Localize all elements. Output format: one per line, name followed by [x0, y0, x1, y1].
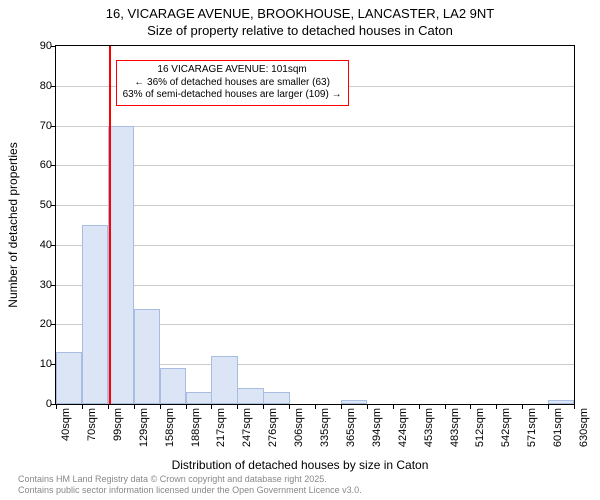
y-tick-label: 60: [22, 159, 52, 171]
x-tick-mark: [445, 405, 446, 409]
histogram-bar: [82, 225, 108, 404]
x-tick-mark: [470, 405, 471, 409]
x-tick-mark: [393, 405, 394, 409]
annotation-line-3: 63% of semi-detached houses are larger (…: [123, 89, 342, 102]
x-tick-label: 630sqm: [578, 408, 590, 447]
x-tick-label: 99sqm: [112, 408, 124, 441]
x-tick-label: 424sqm: [397, 408, 409, 447]
x-tick-mark: [237, 405, 238, 409]
x-tick-mark: [56, 405, 57, 409]
x-axis-label: Distribution of detached houses by size …: [0, 458, 600, 472]
chart-titles: 16, VICARAGE AVENUE, BROOKHOUSE, LANCAST…: [0, 0, 600, 40]
x-tick-label: 70sqm: [86, 408, 98, 441]
y-tick-label: 0: [22, 398, 52, 410]
histogram-bar: [263, 392, 289, 404]
y-tick-label: 70: [22, 120, 52, 132]
histogram-bar: [341, 400, 367, 404]
x-tick-label: 483sqm: [449, 408, 461, 447]
histogram-bar: [56, 352, 82, 404]
histogram-bar: [237, 388, 263, 404]
histogram-bar: [134, 309, 160, 404]
x-tick-mark: [522, 405, 523, 409]
x-tick-mark: [315, 405, 316, 409]
x-tick-mark: [341, 405, 342, 409]
y-tick-label: 90: [22, 40, 52, 52]
x-tick-label: 394sqm: [371, 408, 383, 447]
reference-line: [109, 46, 111, 404]
x-tick-mark: [289, 405, 290, 409]
x-tick-mark: [160, 405, 161, 409]
y-tick-label: 20: [22, 318, 52, 330]
y-tick-label: 10: [22, 358, 52, 370]
histogram-bar: [211, 356, 237, 404]
y-tick-label: 50: [22, 199, 52, 211]
x-tick-mark: [574, 405, 575, 409]
histogram-bar: [108, 126, 134, 404]
histogram-bar: [186, 392, 212, 404]
x-tick-label: 40sqm: [60, 408, 72, 441]
x-tick-mark: [186, 405, 187, 409]
y-tick-label: 30: [22, 279, 52, 291]
plot-area: 16 VICARAGE AVENUE: 101sqm ← 36% of deta…: [55, 45, 575, 405]
histogram-bar: [160, 368, 186, 404]
x-tick-label: 512sqm: [474, 408, 486, 447]
x-tick-mark: [82, 405, 83, 409]
x-tick-mark: [419, 405, 420, 409]
x-tick-label: 365sqm: [345, 408, 357, 447]
x-tick-mark: [496, 405, 497, 409]
x-tick-label: 571sqm: [526, 408, 538, 447]
x-tick-label: 601sqm: [552, 408, 564, 447]
footer-line-2: Contains public sector information licen…: [18, 485, 362, 496]
footer-attribution: Contains HM Land Registry data © Crown c…: [18, 474, 362, 496]
x-tick-label: 542sqm: [500, 408, 512, 447]
title-line-2: Size of property relative to detached ho…: [0, 23, 600, 40]
x-tick-mark: [211, 405, 212, 409]
footer-line-1: Contains HM Land Registry data © Crown c…: [18, 474, 362, 485]
x-tick-label: 188sqm: [190, 408, 202, 447]
title-line-1: 16, VICARAGE AVENUE, BROOKHOUSE, LANCAST…: [0, 6, 600, 23]
annotation-line-1: 16 VICARAGE AVENUE: 101sqm: [123, 64, 342, 77]
y-axis-label: Number of detached properties: [6, 142, 20, 307]
x-tick-label: 276sqm: [267, 408, 279, 447]
x-tick-label: 158sqm: [164, 408, 176, 447]
y-tick-label: 80: [22, 80, 52, 92]
histogram-bar: [548, 400, 574, 404]
x-tick-label: 306sqm: [293, 408, 305, 447]
x-tick-mark: [367, 405, 368, 409]
annotation-box: 16 VICARAGE AVENUE: 101sqm ← 36% of deta…: [116, 60, 349, 106]
x-tick-mark: [548, 405, 549, 409]
annotation-line-2: ← 36% of detached houses are smaller (63…: [123, 77, 342, 90]
chart-container: 16, VICARAGE AVENUE, BROOKHOUSE, LANCAST…: [0, 0, 600, 500]
x-tick-mark: [263, 405, 264, 409]
x-tick-label: 335sqm: [319, 408, 331, 447]
x-tick-label: 217sqm: [215, 408, 227, 447]
y-tick-label: 40: [22, 239, 52, 251]
x-tick-mark: [108, 405, 109, 409]
x-tick-mark: [134, 405, 135, 409]
x-tick-label: 247sqm: [241, 408, 253, 447]
x-tick-label: 453sqm: [423, 408, 435, 447]
x-tick-label: 129sqm: [138, 408, 150, 447]
